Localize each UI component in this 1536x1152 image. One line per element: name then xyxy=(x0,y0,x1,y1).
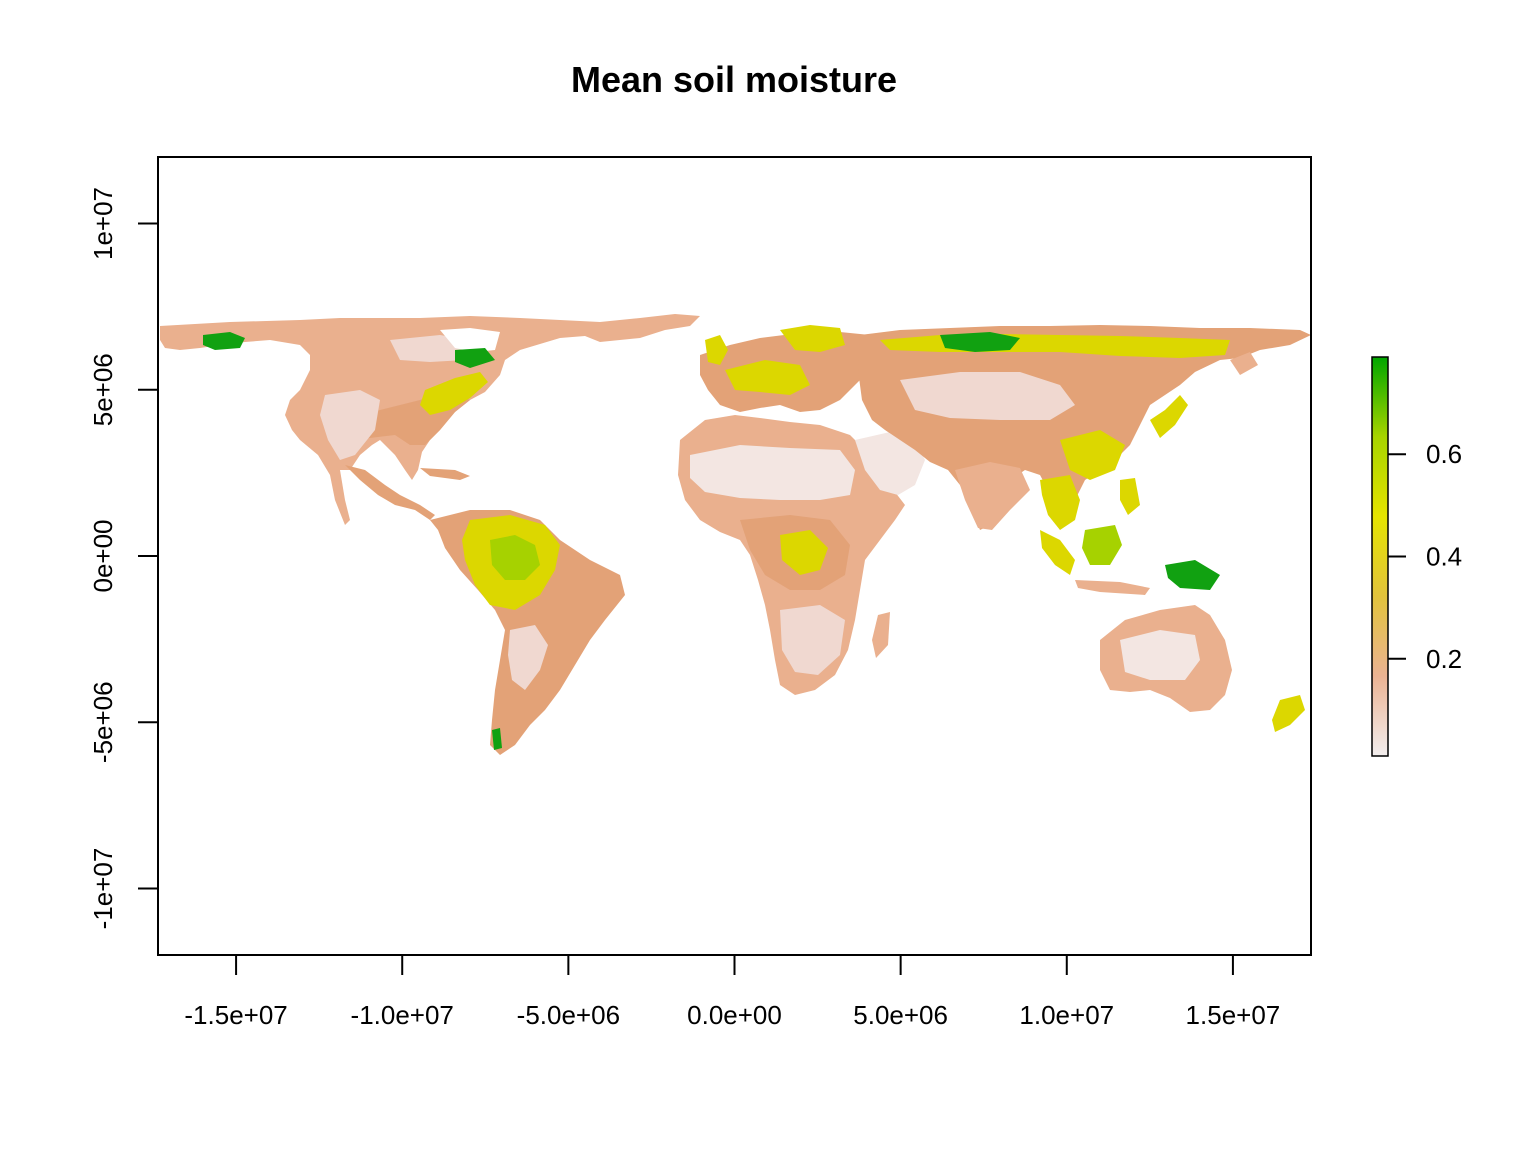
kamchatka xyxy=(1230,352,1258,375)
south-america-dry xyxy=(508,625,548,690)
india-semi xyxy=(955,462,1030,530)
y-tick-label: 1e+07 xyxy=(88,187,118,260)
plot-frame xyxy=(157,156,1312,956)
uk-ireland xyxy=(705,335,728,365)
amazon-very-wet xyxy=(490,535,540,580)
scandinavia-wet xyxy=(780,325,845,352)
madagascar xyxy=(872,612,890,658)
java-islands xyxy=(1075,580,1150,595)
central-asia-dry xyxy=(900,372,1075,420)
europe-wet xyxy=(725,360,810,395)
x-tick-label: -1.5e+07 xyxy=(184,1000,287,1030)
caribbean-islands xyxy=(420,468,470,480)
japan xyxy=(1150,395,1188,438)
southern-africa-dry xyxy=(780,605,845,675)
chart-title: Mean soil moisture xyxy=(571,59,897,100)
x-tick-label: -1.0e+07 xyxy=(351,1000,454,1030)
x-axis: -1.5e+07 -1.0e+07 -5.0e+06 0.0e+00 5.0e+06 1.… xyxy=(184,954,1281,1030)
sumatra xyxy=(1040,530,1075,575)
east-asia-wet xyxy=(1060,430,1125,480)
y-tick-label: -5e+06 xyxy=(88,681,118,763)
borneo xyxy=(1082,525,1122,565)
x-tick-label: -5.0e+06 xyxy=(517,1000,620,1030)
y-tick-label: 5e+06 xyxy=(88,353,118,426)
y-tick-label: -1e+07 xyxy=(88,848,118,930)
congo-wet xyxy=(780,530,828,575)
sahara-desert xyxy=(690,445,855,500)
alaska-saturated xyxy=(203,332,245,350)
canada-saturated xyxy=(455,348,495,368)
x-tick-label: 1.0e+07 xyxy=(1019,1000,1114,1030)
color-legend: 0.2 0.4 0.6 xyxy=(1371,356,1462,757)
legend-tick-label: 0.6 xyxy=(1426,439,1462,469)
legend-color-bar xyxy=(1372,357,1388,756)
x-tick-label: 0.0e+00 xyxy=(687,1000,782,1030)
indochina xyxy=(1040,475,1080,530)
australia-dry xyxy=(1120,630,1200,680)
north-america-west-dry xyxy=(320,390,380,460)
y-axis: 1e+07 5e+06 0e+00 -5e+06 -1e+07 xyxy=(88,187,159,930)
new-guinea xyxy=(1165,560,1220,590)
siberia-saturated xyxy=(940,332,1020,352)
legend-tick-label: 0.4 xyxy=(1426,542,1462,572)
north-america-wet-east xyxy=(420,372,488,415)
philippines xyxy=(1120,478,1140,515)
new-zealand xyxy=(1272,695,1305,732)
legend-ticks: 0.2 0.4 0.6 xyxy=(1388,439,1462,674)
legend-tick-label: 0.2 xyxy=(1426,644,1462,674)
patagonia-saturated xyxy=(492,728,502,750)
x-tick-label: 5.0e+06 xyxy=(853,1000,948,1030)
x-tick-label: 1.5e+07 xyxy=(1186,1000,1281,1030)
land-raster-layer xyxy=(160,314,1311,755)
arabia-desert xyxy=(855,432,925,495)
central-america xyxy=(345,465,435,520)
y-tick-label: 0e+00 xyxy=(88,519,118,592)
hudson-bay-water xyxy=(440,328,500,352)
